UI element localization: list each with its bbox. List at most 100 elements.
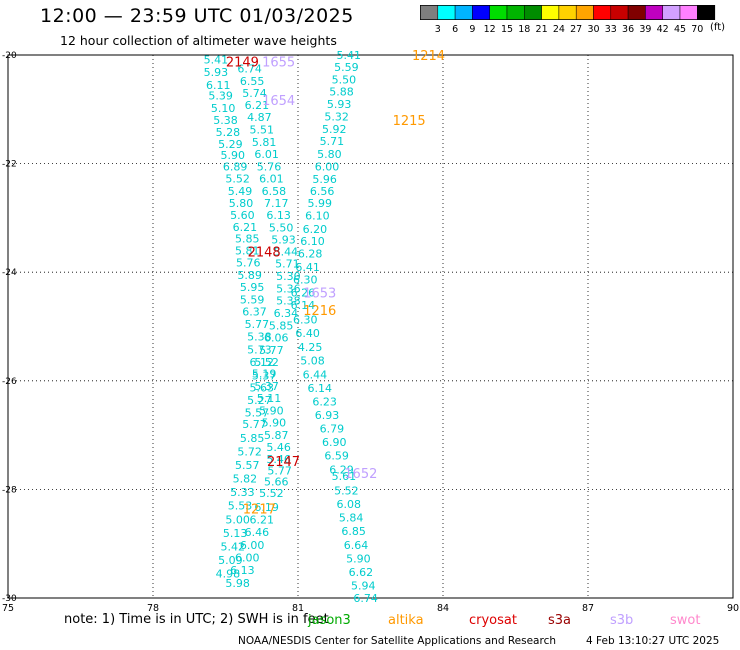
color-swatch xyxy=(697,5,715,20)
wave-height-label: 5.09 xyxy=(218,554,243,567)
wave-height-label: 5.10 xyxy=(211,102,236,115)
wave-height-label: 6.34 xyxy=(274,307,299,320)
wave-height-label: 4.98 xyxy=(216,568,241,581)
color-scale-tick-label: 45 xyxy=(674,24,686,35)
pass-number-label: 1216 xyxy=(303,304,336,319)
map-frame xyxy=(7,54,734,599)
wave-height-label: 5.96 xyxy=(312,173,337,186)
wave-height-label: 6.14 xyxy=(308,382,333,395)
color-scale-tick-label: 18 xyxy=(518,24,530,35)
wave-height-label: 5.46 xyxy=(266,441,291,454)
wave-height-label: 5.93 xyxy=(271,234,296,247)
wave-height-label: 5.39 xyxy=(208,90,233,103)
pass-number-label: 2148 xyxy=(248,246,281,261)
wave-height-label: 5.80 xyxy=(317,148,342,161)
mission-label-s3b: s3b xyxy=(610,613,634,628)
wave-height-label: 5.77 xyxy=(259,344,284,357)
wave-height-label: 5.60 xyxy=(230,209,255,222)
wave-height-label: 6.19 xyxy=(254,501,279,514)
wave-height-label: 5.41 xyxy=(204,53,229,66)
wave-height-label: 6.30 xyxy=(293,273,318,286)
wave-height-label: 5.98 xyxy=(225,577,250,590)
wave-height-label: 6.64 xyxy=(344,539,369,552)
wave-height-label: 5.85 xyxy=(235,233,260,246)
wave-height-label: 5.51 xyxy=(250,123,275,136)
wave-height-label: 5.46 xyxy=(266,453,291,466)
wave-height-label: 6.10 xyxy=(305,210,330,223)
color-scale-tick-label: 36 xyxy=(622,24,634,35)
wave-height-label: 5.72 xyxy=(237,445,262,458)
credit-text: NOAA/NESDIS Center for Satellite Applica… xyxy=(238,635,556,647)
wave-height-label: 5.08 xyxy=(300,355,325,368)
wave-height-label: 6.55 xyxy=(240,75,265,88)
wave-height-label: 5.71 xyxy=(275,258,300,271)
wave-height-label: 5.90 xyxy=(262,417,287,430)
wave-height-label: 6.89 xyxy=(223,160,248,173)
y-tick-label: -30 xyxy=(2,594,17,604)
wave-height-label: 6.00 xyxy=(240,539,265,552)
wave-height-label: 5.50 xyxy=(332,73,357,86)
wave-height-label: 6.62 xyxy=(349,566,374,579)
wave-height-label: 6.93 xyxy=(315,409,340,422)
x-tick-label: 75 xyxy=(2,603,14,614)
wave-height-label: 5.28 xyxy=(216,126,241,139)
wave-height-label: 5.93 xyxy=(204,66,229,79)
wave-height-label: 5.61 xyxy=(332,470,357,483)
mission-label-swot: swot xyxy=(670,613,701,628)
wave-height-label: 5.95 xyxy=(240,281,265,294)
wave-height-label: 6.26 xyxy=(291,286,316,299)
x-tick-label: 90 xyxy=(727,603,739,614)
pass-number-label: 1215 xyxy=(393,114,426,129)
color-scale-tick-label: 6 xyxy=(452,24,458,35)
wave-height-label: 6.28 xyxy=(298,248,323,261)
footnote: note: 1) Time is in UTC; 2) SWH is in fe… xyxy=(64,612,329,627)
wave-height-label: 6.13 xyxy=(230,564,255,577)
wave-height-label: 5.32 xyxy=(324,110,349,123)
color-scale-tick-label: 21 xyxy=(536,24,548,35)
wave-height-label: 6.20 xyxy=(303,223,328,236)
wave-height-label: 5.19 xyxy=(252,368,277,381)
wave-height-label: 5.87 xyxy=(264,429,289,442)
wave-height-label: 6.37 xyxy=(242,305,267,318)
wave-height-label: 6.14 xyxy=(291,299,316,312)
wave-height-label: 5.93 xyxy=(327,98,352,111)
wave-height-label: 6.46 xyxy=(245,526,270,539)
wave-height-label: 5.59 xyxy=(334,61,359,74)
wave-height-label: 5.90 xyxy=(221,149,246,162)
wave-height-label: 6.21 xyxy=(250,513,275,526)
pass-number-label: 2147 xyxy=(267,455,300,470)
pass-number-label: 1652 xyxy=(344,467,377,482)
pass-number-label: 1217 xyxy=(243,502,276,517)
mission-label-cryosat: cryosat xyxy=(469,613,517,628)
wave-height-label: 5.92 xyxy=(322,123,347,136)
color-scale-unit: (ft) xyxy=(710,22,726,33)
wave-height-label: 5.84 xyxy=(339,512,364,525)
color-scale-tick-label: 27 xyxy=(570,24,582,35)
wave-height-label: 5.49 xyxy=(228,185,253,198)
wave-height-label: 6.23 xyxy=(312,395,337,408)
wave-height-label: 5.81 xyxy=(235,244,260,257)
wave-height-label: 5.38 xyxy=(213,114,238,127)
wave-height-label: 5.53 xyxy=(228,500,253,513)
mission-label-jason3: jason3 xyxy=(308,613,351,628)
color-scale-tick-label: 3 xyxy=(435,24,441,35)
color-scale-tick-label: 30 xyxy=(587,24,599,35)
wave-height-label: 6.12 xyxy=(250,356,275,369)
wave-height-label: 5.85 xyxy=(240,432,265,445)
wave-height-label: 5.57 xyxy=(235,459,260,472)
y-tick-label: -24 xyxy=(2,268,17,278)
wave-height-label: 6.00 xyxy=(315,160,340,173)
wave-height-label: 7.17 xyxy=(264,197,289,210)
wave-height-label: 5.52 xyxy=(259,487,284,500)
wave-height-label: 6.01 xyxy=(254,148,279,161)
wave-height-label: 5.77 xyxy=(242,418,267,431)
wave-height-label: 5.38 xyxy=(276,294,301,307)
wave-height-label: 6.41 xyxy=(295,261,320,274)
y-tick-label: -26 xyxy=(2,377,17,387)
wave-height-label: 6.00 xyxy=(235,551,260,564)
wave-height-label: 6.59 xyxy=(324,450,349,463)
x-tick-label: 84 xyxy=(437,603,449,614)
wave-height-label: 5.13 xyxy=(223,527,248,540)
wave-height-label: 6.40 xyxy=(295,327,320,340)
wave-height-label: 4.87 xyxy=(247,111,272,124)
